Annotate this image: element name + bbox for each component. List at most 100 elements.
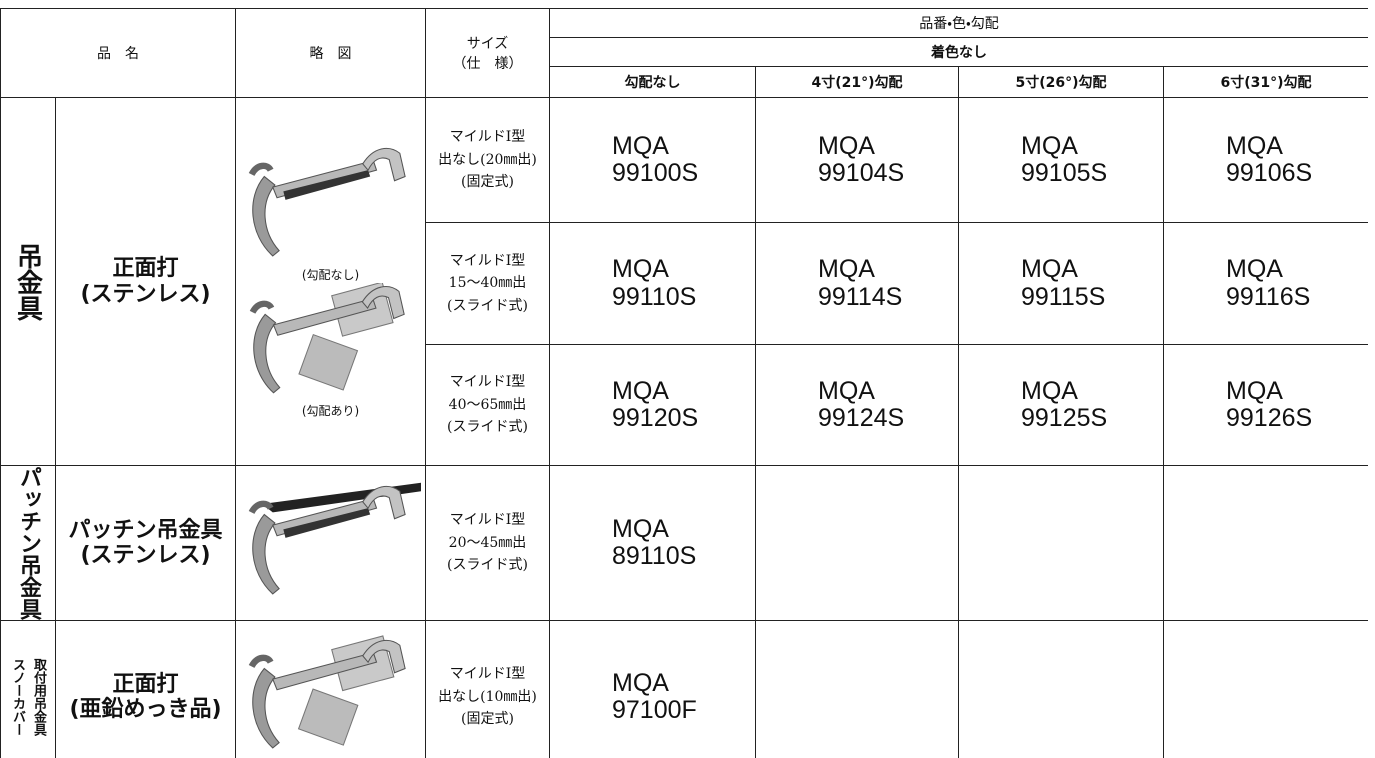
product-name: (ステンレス) (80, 281, 211, 307)
table-row: スノーカバー 取付用吊金具 正面打 (亜鉛めっき品) マイルドI型 出なし(10㎜出) (固… (0, 620, 1368, 758)
category-box: パッチン吊金具 (1, 466, 55, 620)
product-code: MQA (818, 255, 875, 283)
diagram-caption: (勾配なし) (301, 268, 360, 282)
size-line: マイルドI型 (449, 129, 526, 146)
diagram-block: (勾配なし) (236, 144, 425, 283)
code-cell: MQA 99115S (958, 222, 1164, 345)
product-code: MQA (1021, 131, 1078, 160)
product-name: (ステンレス) (80, 543, 211, 568)
product-code: MQA (612, 668, 669, 697)
category-cell: スノーカバー 取付用吊金具 (0, 620, 56, 758)
size-line: 出なし(10㎜出) (438, 688, 537, 705)
category-cell: 吊金具 (0, 97, 56, 466)
product-name: 正面打 (112, 256, 179, 282)
product-code: MQA (612, 255, 669, 283)
product-code: 99116S (1226, 282, 1311, 311)
product-name: パッチン吊金具 (68, 517, 223, 543)
category-box: スノーカバー 取付用吊金具 (1, 658, 55, 736)
table-row: 吊金具 正面打 (ステンレス) (勾配なし) (勾配あり) マイルドI型 出なし(20㎜出)… (0, 97, 1368, 466)
size-cell: マイルドI型 20～45㎜出 (スライド式) (425, 465, 550, 621)
table-row: パッチン吊金具 パッチン吊金具 (ステンレス) マイルドI型 20～45㎜出 (スライド式… (0, 465, 1368, 621)
code-cell: MQA 99114S (755, 222, 959, 345)
product-code: 99104S (818, 159, 905, 187)
diagram-header: 略 図 (235, 8, 426, 98)
diagram-image (248, 482, 421, 595)
code-cell (958, 465, 1164, 621)
product-code: 99124S (818, 404, 905, 432)
size-line: (固定式) (461, 711, 514, 728)
product-table: 品 名 略 図 サイズ （仕 様） 品番・色・勾配 着色なし 勾配なし 4寸(21°… (0, 8, 1368, 758)
diagram-image (249, 281, 405, 394)
category-label: スノーカバー (10, 658, 25, 736)
code-cell (1162, 620, 1368, 758)
category-label: 吊金具 (12, 242, 43, 321)
category-label: パッチン吊金具 (16, 466, 41, 620)
code-cell: MQA 99125S (958, 344, 1164, 466)
size-line: 20～45㎜出 (448, 534, 527, 551)
diagram-image (248, 635, 406, 749)
finish-header: 着色なし (548, 37, 1368, 67)
size-line: マイルドI型 (449, 252, 526, 269)
product-code: 89110S (612, 542, 697, 570)
diagram-cell: (勾配なし) (勾配あり) (235, 97, 426, 466)
product-code: 99110S (612, 282, 697, 311)
table-row: マイルドI型 40～65㎜出 (スライド式) MQA 99120S MQA 99124S MQ… (1, 344, 1368, 466)
code-cell: MQA 89110S (549, 465, 756, 621)
product-code: 99114S (818, 282, 903, 311)
size-header-line: （仕 様） (452, 56, 523, 72)
size-cell: マイルドI型 出なし(10㎜出) (固定式) (425, 620, 550, 758)
size-line: 40～65㎜出 (448, 396, 527, 413)
product-code: 97100F (612, 696, 697, 724)
name-header: 品 名 (0, 8, 236, 98)
size-cell: マイルドI型 出なし(20㎜出) (固定式) (425, 97, 550, 223)
code-cell: MQA 99126S (1162, 344, 1368, 466)
product-code: MQA (1226, 255, 1283, 283)
product-code: MQA (818, 376, 875, 405)
table-row: マイルドI型 15～40㎜出 (スライド式) MQA 99110S MQA 99114S MQ… (1, 222, 1368, 345)
product-code: 99100S (612, 159, 699, 187)
code-cell: MQA 99124S (755, 344, 959, 466)
product-code: 99106S (1226, 159, 1313, 187)
pitch-header: 6寸(31°)勾配 (1162, 66, 1368, 98)
product-code: MQA (612, 514, 669, 543)
product-code: 99120S (612, 404, 699, 432)
code-cell (958, 620, 1164, 758)
name-cell: パッチン吊金具 (ステンレス) (55, 465, 236, 621)
diagram-cell (235, 465, 426, 621)
product-code: MQA (612, 131, 669, 160)
product-code: 99105S (1021, 159, 1108, 187)
category-box: 吊金具 (1, 243, 55, 321)
product-code: MQA (818, 131, 875, 160)
size-cell: マイルドI型 15～40㎜出 (スライド式) (425, 222, 550, 345)
code-cell: MQA 99120S (549, 344, 756, 466)
product-code: MQA (1021, 376, 1078, 405)
code-cell (755, 465, 959, 621)
name-cell: 正面打 (ステンレス) (55, 97, 236, 466)
product-code: 99126S (1226, 404, 1313, 432)
pitch-header: 勾配なし (549, 66, 756, 98)
diagram-image (248, 147, 406, 257)
code-cell: MQA 99116S (1162, 222, 1368, 345)
code-cell: MQA 99100S (549, 97, 756, 223)
size-cell: マイルドI型 40～65㎜出 (スライド式) (425, 344, 550, 466)
pitch-header: 5寸(26°)勾配 (958, 66, 1164, 98)
size-line: (スライド式) (447, 557, 528, 574)
code-cell: MQA 99106S (1162, 97, 1368, 223)
table-wrap: 品 名 略 図 サイズ （仕 様） 品番・色・勾配 着色なし 勾配なし 4寸(21°… (0, 8, 1368, 758)
size-line: マイルドI型 (449, 374, 526, 391)
product-code: MQA (1226, 131, 1283, 160)
size-header-line: サイズ (466, 36, 509, 52)
name-cell: 正面打 (亜鉛めっき品) (55, 620, 236, 758)
code-cell: MQA 97100F (549, 620, 756, 758)
product-code: MQA (1226, 376, 1283, 405)
size-line: 出なし(20㎜出) (438, 151, 537, 168)
size-header: サイズ （仕 様） (425, 8, 550, 98)
product-name: 正面打 (112, 671, 179, 697)
diagram-caption: (勾配あり) (301, 404, 360, 418)
product-code: MQA (1021, 255, 1078, 283)
product-name: (亜鉛めっき品) (69, 697, 222, 722)
diagram-cell (235, 620, 426, 758)
code-cell: MQA 99110S (549, 222, 756, 345)
code-cell: MQA 99105S (958, 97, 1164, 223)
